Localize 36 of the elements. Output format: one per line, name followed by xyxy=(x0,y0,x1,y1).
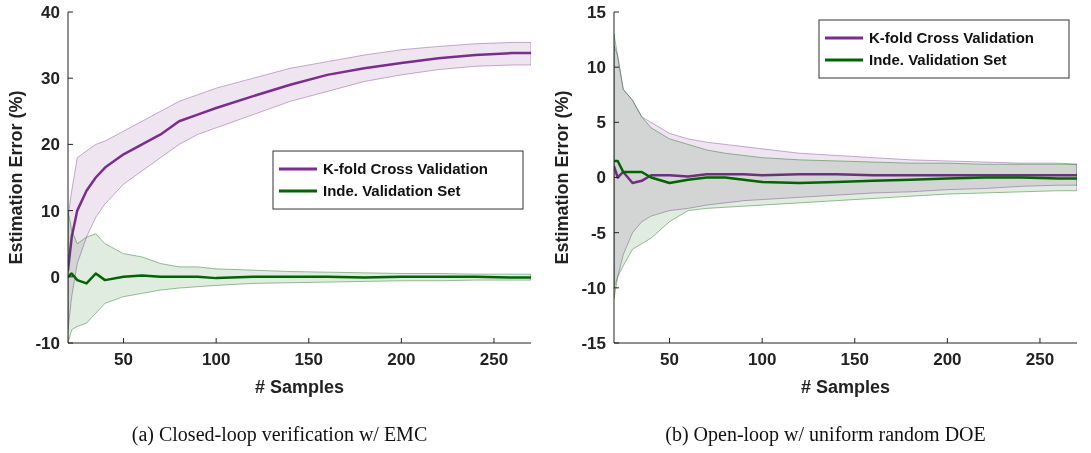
y-tick-label: 5 xyxy=(596,113,606,133)
y-tick-label: 15 xyxy=(587,2,606,22)
y-tick-label: -10 xyxy=(581,278,606,298)
x-tick-label: 150 xyxy=(840,350,869,369)
y-tick-label: 20 xyxy=(41,135,60,155)
y-tick-label: -5 xyxy=(590,223,606,243)
y-tick-label: 30 xyxy=(41,69,60,89)
y-tick-label: 0 xyxy=(50,267,60,287)
y-tick-label: 40 xyxy=(41,2,60,22)
y-axis-title: Estimation Error (%) xyxy=(6,90,26,265)
y-tick-label: 10 xyxy=(41,201,60,221)
x-tick-label: 200 xyxy=(387,350,416,369)
text: (b) Open-loop w/ uniform random DOE xyxy=(665,423,986,446)
line-series xyxy=(614,165,1077,185)
x-tick-label: 150 xyxy=(294,350,323,369)
legend-label: K-fold Cross Validation xyxy=(323,160,489,178)
x-tick-label: 100 xyxy=(201,350,231,369)
legend-label: K-fold Cross Validation xyxy=(869,29,1035,47)
x-tick-label: 250 xyxy=(479,350,509,369)
text: (a) Closed-loop verification w/ EMC xyxy=(131,423,428,446)
x-tick-label: 50 xyxy=(114,350,134,369)
x-tick-label: 200 xyxy=(933,350,962,369)
x-axis-title: # Samples xyxy=(800,377,891,397)
line-series xyxy=(68,272,531,285)
y-tick-label: -15 xyxy=(581,333,606,353)
y-axis-title: Estimation Error (%) xyxy=(552,90,572,265)
legend-label: Inde. Validation Set xyxy=(323,182,461,200)
y-tick-label: -10 xyxy=(35,333,60,353)
x-tick-label: 50 xyxy=(660,350,680,369)
y-tick-label: 0 xyxy=(596,168,606,188)
legend-label: Inde. Validation Set xyxy=(869,51,1007,69)
x-axis-title: # Samples xyxy=(254,377,345,397)
x-tick-label: 100 xyxy=(747,350,777,369)
x-tick-label: 250 xyxy=(1025,350,1055,369)
y-tick-label: 10 xyxy=(587,58,606,78)
line-series xyxy=(614,159,1077,185)
